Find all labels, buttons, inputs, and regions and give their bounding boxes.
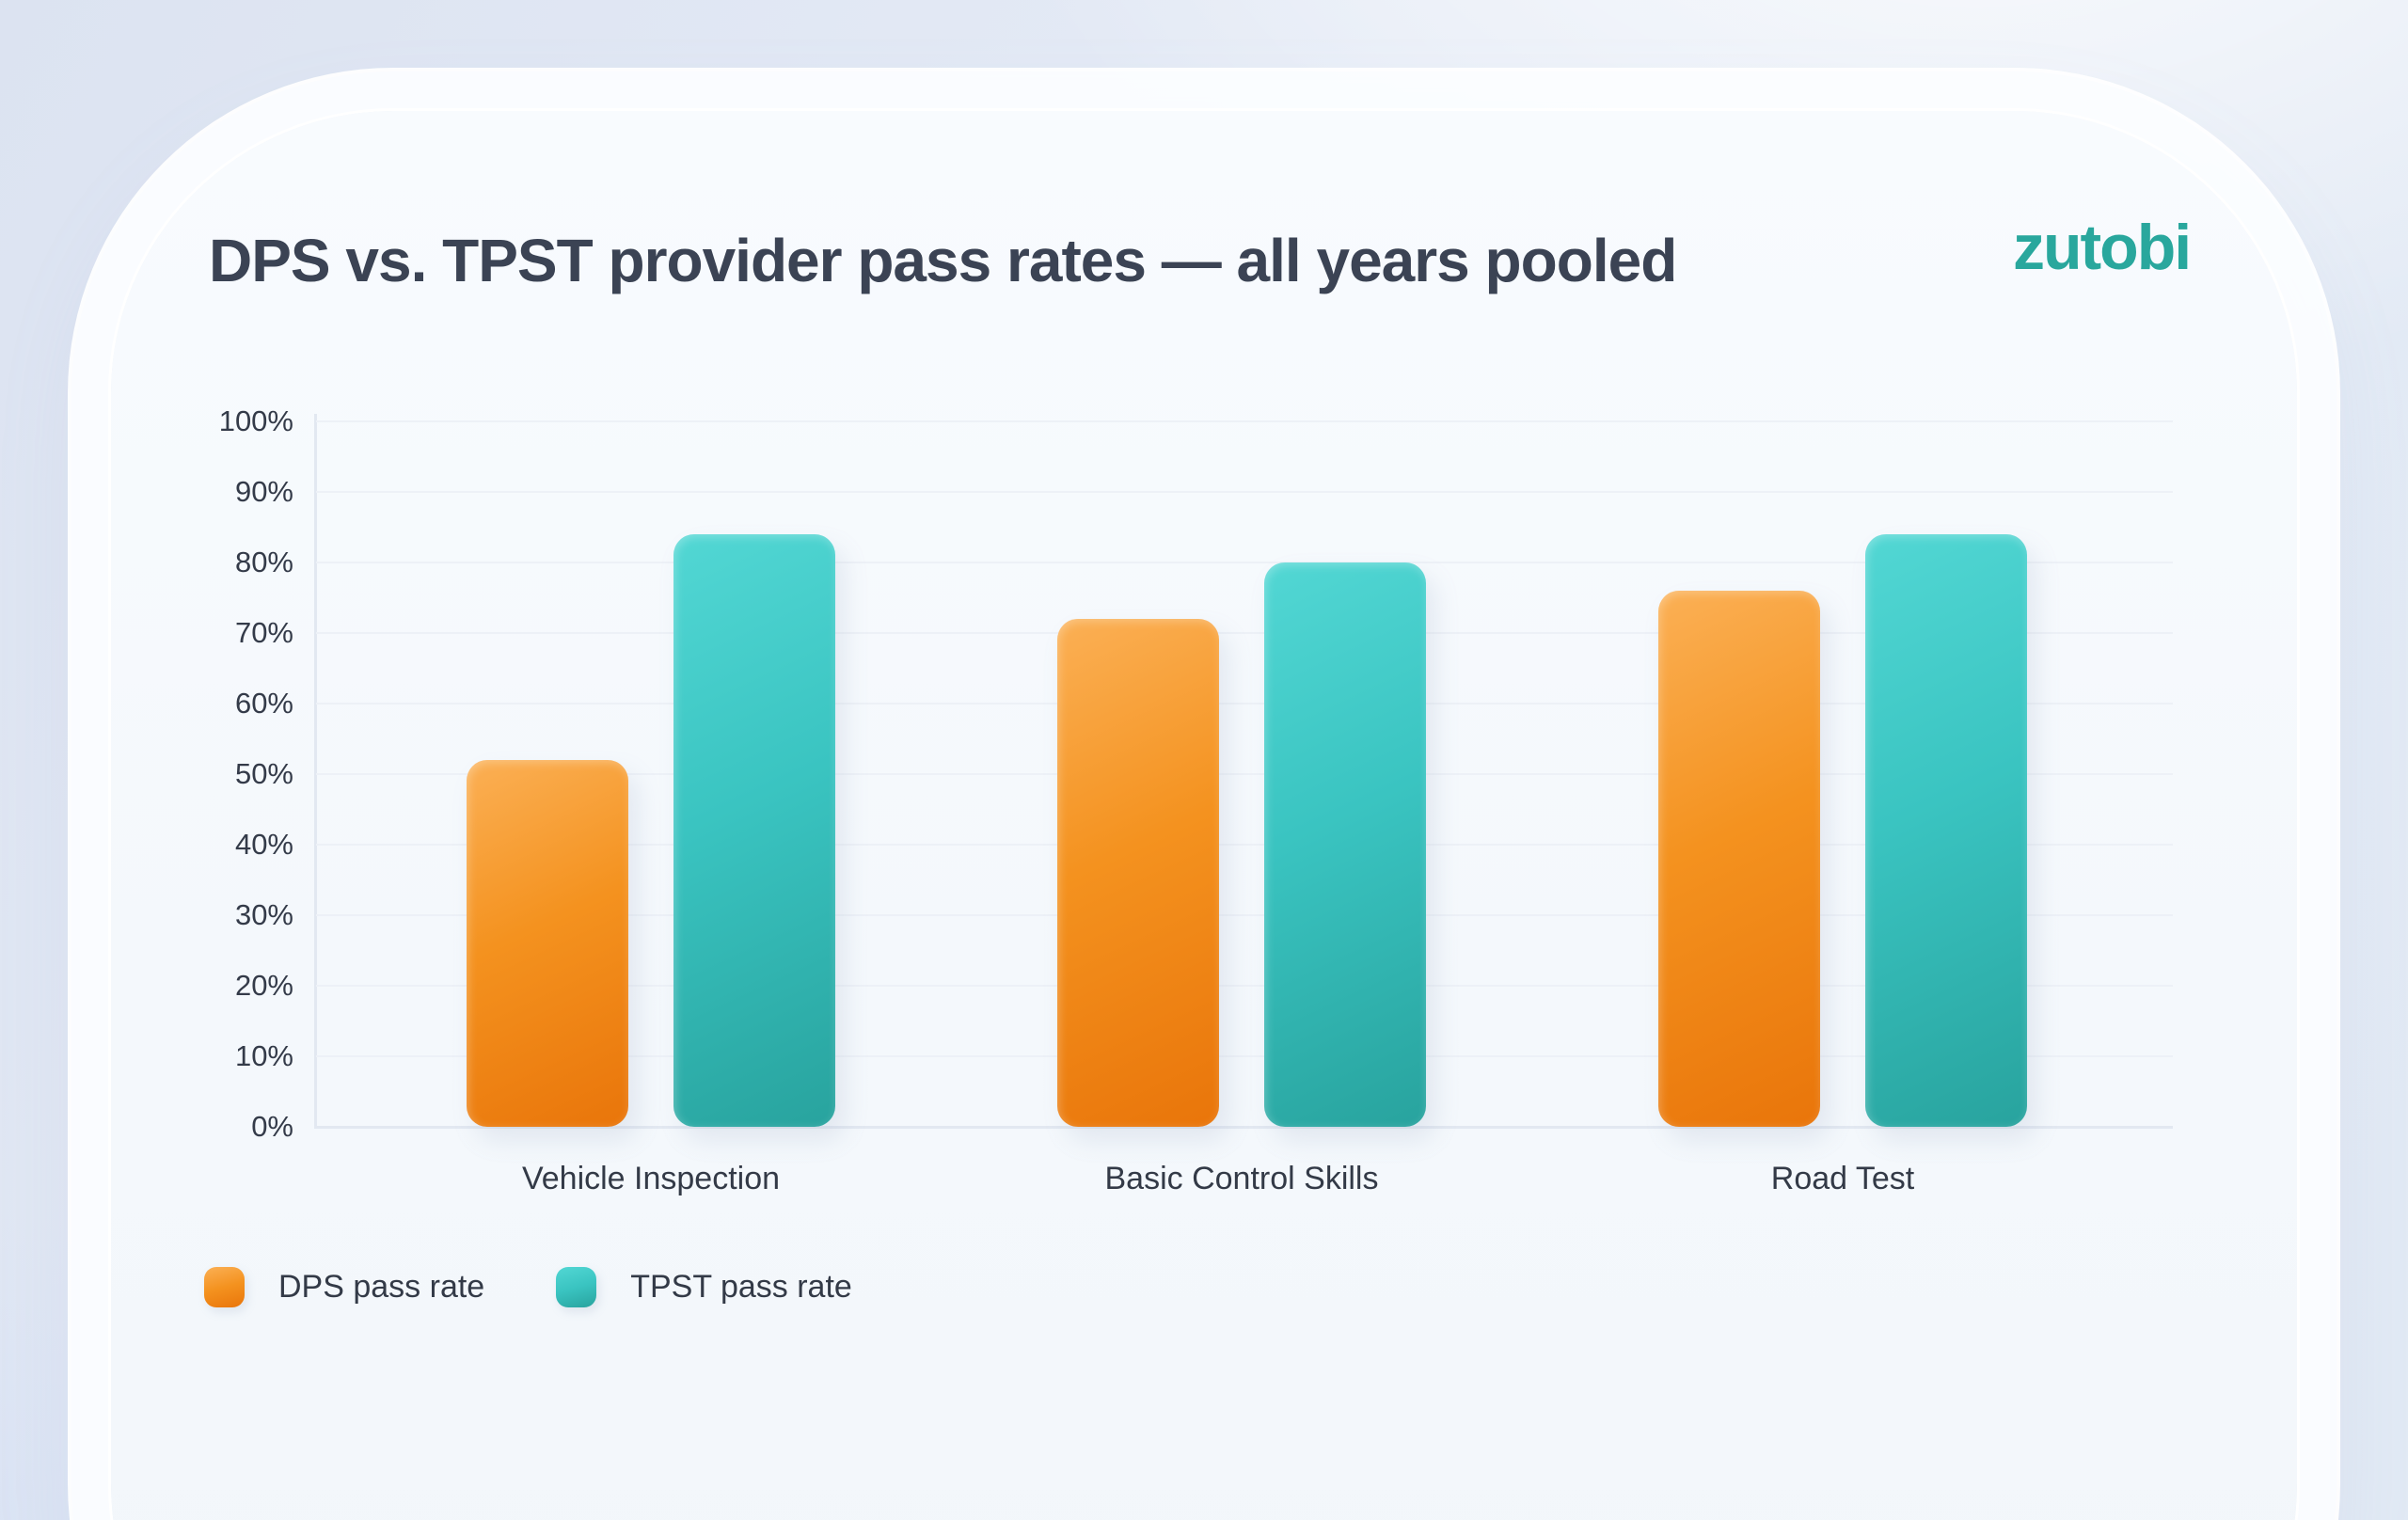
gridline-70: [316, 632, 2173, 634]
gridline-90: [316, 491, 2173, 493]
bar-tpst-basic-control-skills: [1264, 562, 1426, 1127]
x-label-vehicle-inspection: Vehicle Inspection: [521, 1161, 781, 1196]
bar-dps-road-test: [1658, 591, 1820, 1127]
y-tick-20: 20%: [234, 969, 293, 1002]
gridline-100: [316, 420, 2173, 422]
y-tick-30: 30%: [234, 898, 293, 931]
y-tick-90: 90%: [234, 475, 293, 508]
bar-dps-basic-control-skills: [1057, 619, 1219, 1127]
y-tick-100: 100%: [218, 404, 293, 437]
y-tick-50: 50%: [234, 757, 293, 790]
legend-swatch-tpst: [556, 1267, 597, 1307]
zutobi-logo: zutobi: [2013, 212, 2192, 283]
legend-item-dps: DPS pass rate: [204, 1267, 484, 1307]
y-tick-40: 40%: [234, 828, 293, 861]
gridline-40: [316, 844, 2173, 846]
gridline-0: [316, 1126, 2173, 1129]
x-label-road-test: Road Test: [1770, 1161, 1915, 1196]
gridline-20: [316, 985, 2173, 987]
gridline-60: [316, 703, 2173, 705]
y-tick-0: 0%: [251, 1110, 293, 1143]
gridline-10: [316, 1055, 2173, 1057]
y-tick-60: 60%: [234, 687, 293, 720]
legend-item-tpst: TPST pass rate: [556, 1267, 852, 1307]
bar-tpst-road-test: [1865, 534, 2027, 1127]
y-tick-10: 10%: [234, 1039, 293, 1072]
x-label-basic-control-skills: Basic Control Skills: [1104, 1161, 1379, 1196]
legend-label-tpst: TPST pass rate: [630, 1269, 852, 1305]
gridline-30: [316, 914, 2173, 916]
legend-label-dps: DPS pass rate: [278, 1269, 485, 1305]
gridline-50: [316, 773, 2173, 775]
y-tick-80: 80%: [234, 546, 293, 578]
chart-title: DPS vs. TPST provider pass rates — all y…: [209, 227, 1677, 294]
legend-swatch-dps: [204, 1267, 245, 1307]
bar-tpst-vehicle-inspection: [673, 534, 835, 1127]
y-axis-line: [314, 414, 317, 1129]
y-tick-70: 70%: [234, 616, 293, 649]
gridline-80: [316, 562, 2173, 563]
chart-legend: DPS pass rate TPST pass rate: [204, 1267, 852, 1307]
bar-dps-vehicle-inspection: [467, 760, 628, 1127]
